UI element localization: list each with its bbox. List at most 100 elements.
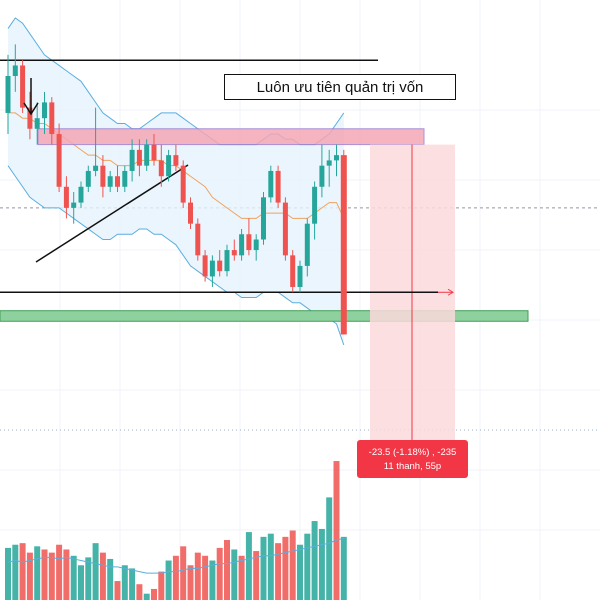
candle-body — [268, 170, 274, 198]
volume-bar — [143, 593, 150, 600]
candle-body — [275, 170, 281, 203]
volume-bar — [172, 555, 179, 600]
candle-body — [217, 260, 223, 272]
zones — [0, 128, 529, 454]
candle-body — [158, 160, 164, 177]
volume-bar — [56, 544, 63, 600]
candle-body — [326, 160, 332, 166]
down-arrow-head — [23, 102, 39, 116]
candle-body — [312, 186, 318, 224]
volume-bar — [151, 588, 157, 600]
candle-body — [56, 134, 62, 187]
candle-body — [319, 165, 325, 187]
candle-body — [202, 255, 208, 277]
volume-bar — [136, 584, 143, 600]
candle-body — [122, 170, 128, 187]
candle-body — [144, 144, 150, 166]
resistance-zone — [37, 128, 425, 146]
candle-body — [166, 155, 172, 177]
candles — [5, 44, 347, 335]
candle-body — [151, 144, 157, 161]
candle-body — [239, 234, 245, 256]
candle-body — [71, 202, 77, 208]
band-fill — [8, 18, 344, 345]
candle-body — [20, 65, 26, 108]
candle-body — [246, 234, 252, 251]
volume-bar — [19, 543, 26, 600]
band-lower — [7, 165, 345, 346]
candle-body — [42, 102, 47, 119]
volume-bar — [180, 546, 187, 600]
candle-body — [340, 155, 347, 335]
volume-bar — [231, 549, 238, 600]
volume-bar — [245, 532, 252, 600]
measure-line-1: -23.5 (-1.18%) , -235 — [368, 447, 457, 458]
volume-bar — [63, 549, 70, 600]
volume-bar — [260, 536, 267, 600]
candle-body — [115, 176, 120, 187]
candle-body — [12, 65, 18, 77]
candle-body — [49, 102, 55, 135]
measure-line-2: 11 thanh, 55p — [383, 461, 442, 472]
volume-bar — [78, 565, 84, 600]
volume-bar — [224, 540, 230, 600]
candle-body — [107, 176, 113, 187]
volume-bar — [92, 543, 99, 600]
volume-bar — [275, 543, 282, 600]
volume-bar — [48, 552, 55, 600]
volume-bar — [333, 461, 340, 600]
candle-body — [93, 165, 99, 171]
candle-body — [195, 223, 201, 256]
range-arrowhead — [447, 288, 454, 296]
support-zone — [0, 310, 529, 322]
volume-bar — [70, 555, 77, 600]
volume-bar — [99, 552, 106, 600]
volume-bar — [304, 533, 311, 600]
candle-body — [136, 149, 142, 166]
volume-bars — [5, 461, 347, 600]
candle-body — [5, 76, 11, 113]
annotation-box: Luôn ưu tiên quản trị vốn — [224, 74, 456, 100]
candle-body — [304, 223, 310, 266]
volume-bar — [297, 544, 303, 600]
candle-body — [297, 265, 303, 287]
down-arrow-icon — [23, 78, 39, 116]
candle-body — [261, 197, 266, 240]
volume-bar — [187, 565, 194, 600]
candle-body — [209, 260, 215, 277]
candle-body — [188, 202, 193, 224]
candle-body — [334, 155, 339, 161]
volume-bar — [194, 552, 201, 600]
candle-body — [224, 250, 230, 272]
candle-body — [282, 202, 288, 256]
candle-body — [100, 165, 106, 187]
volume-bar — [289, 530, 296, 600]
volume-bar — [311, 521, 318, 600]
volume-bar — [253, 551, 260, 600]
candle-body — [129, 149, 135, 171]
volume-bar — [209, 560, 216, 600]
volume-bar — [107, 558, 114, 600]
candle-body — [85, 170, 91, 187]
annotation-text: Luôn ưu tiên quản trị vốn — [256, 78, 424, 96]
volume-bar — [12, 544, 19, 600]
volume-bar — [129, 568, 136, 600]
volume-bar — [216, 547, 223, 600]
volume-bar — [85, 557, 92, 600]
candle-body — [290, 255, 296, 287]
measure-label: -23.5 (-1.18%) , -235 11 thanh, 55p — [357, 440, 468, 478]
candle-body — [78, 186, 84, 203]
candle-body — [180, 165, 186, 203]
volume-bar — [267, 533, 274, 600]
volume-bar — [238, 555, 245, 600]
candle-body — [63, 186, 69, 208]
volume-bar — [121, 565, 128, 600]
volume-bar — [5, 547, 11, 600]
volume-bar — [26, 552, 33, 600]
volume-bar — [326, 497, 333, 600]
volume-ma-line — [7, 537, 344, 574]
volume-bar — [34, 546, 41, 600]
volume-bar — [165, 560, 172, 600]
volume-bar — [282, 536, 289, 600]
